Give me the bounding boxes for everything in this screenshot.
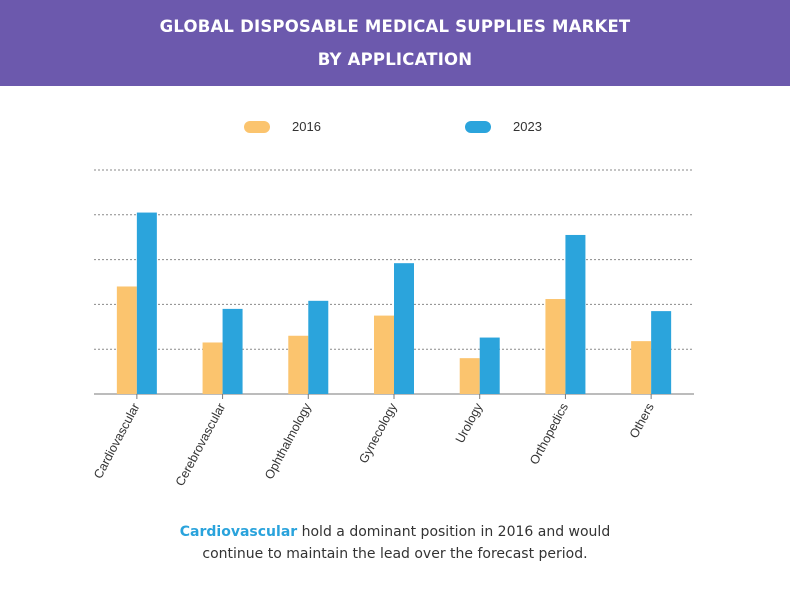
bar-2023-orthopedics <box>565 234 586 394</box>
caption-line-1: hold a dominant position in 2016 and wou… <box>297 524 611 540</box>
bar-2016-urology <box>459 358 480 394</box>
bar-2016-gynecology <box>374 315 394 394</box>
bar-2016-ophthalmology <box>288 335 309 394</box>
legend-swatch-2016 <box>244 121 270 133</box>
x-tick-label: Gynecology <box>356 400 400 466</box>
bar-2023-cerebrovascular <box>222 308 243 394</box>
bar-2023-ophthalmology <box>308 300 329 394</box>
chart-header: GLOBAL DISPOSABLE MEDICAL SUPPLIES MARKE… <box>0 0 790 86</box>
x-tick-label: Cerebrovascular <box>173 401 228 489</box>
x-tick-label: Cardiovascular <box>91 401 143 481</box>
bar-2023-cardiovascular <box>136 212 157 394</box>
bar-2016-cerebrovascular <box>202 342 223 394</box>
legend-label-2016: 2016 <box>292 119 321 134</box>
x-tick-label: Ophthalmology <box>262 400 314 481</box>
caption-line-2: continue to maintain the lead over the f… <box>202 546 588 562</box>
legend-swatch-2023 <box>465 121 491 133</box>
x-tick-label: Others <box>627 401 657 441</box>
chart-title-line-1: GLOBAL DISPOSABLE MEDICAL SUPPLIES MARKE… <box>159 17 631 36</box>
x-tick-label: Urology <box>453 400 486 445</box>
caption-highlight: Cardiovascular <box>179 524 298 540</box>
x-tick-label: Orthopedics <box>527 401 571 467</box>
bar-2016-others <box>631 341 652 394</box>
bar-2023-others <box>651 311 672 394</box>
chart-title-line-2: BY APPLICATION <box>317 50 473 69</box>
chart-caption: Cardiovascular hold a dominant position … <box>0 521 790 565</box>
bar-2016-orthopedics <box>545 299 566 394</box>
legend-label-2023: 2023 <box>513 119 542 134</box>
bar-2023-urology <box>479 337 500 394</box>
bar-2016-cardiovascular <box>116 286 137 394</box>
bar-2023-gynecology <box>394 263 414 394</box>
